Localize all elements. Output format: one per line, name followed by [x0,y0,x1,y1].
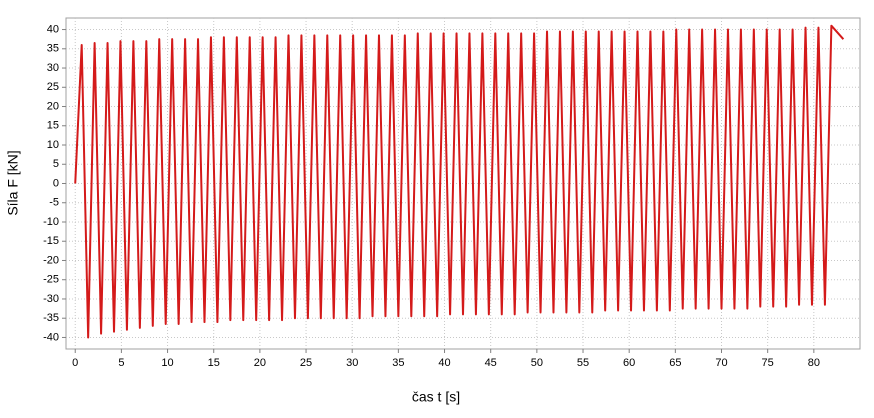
x-tick-label: 70 [715,357,727,369]
y-tick-label: -30 [43,293,59,305]
y-tick-label: -40 [43,331,59,343]
x-tick-label: 15 [208,357,220,369]
y-tick-label: 5 [53,158,59,170]
x-tick-label: 45 [485,357,497,369]
x-tick-label: 60 [623,357,635,369]
x-tick-label: 75 [762,357,774,369]
x-tick-label: 40 [438,357,450,369]
y-tick-label: 25 [47,81,59,93]
x-tick-label: 10 [161,357,173,369]
x-tick-label: 50 [531,357,543,369]
x-tick-label: 0 [72,357,78,369]
x-tick-label: 30 [346,357,358,369]
y-tick-label: -20 [43,254,59,266]
y-tick-label: 40 [47,23,59,35]
x-axis-label: čas t [s] [412,389,460,405]
y-tick-label: 35 [47,43,59,55]
data-line [74,24,845,339]
y-tick-label: 10 [47,139,59,151]
x-tick-label: 55 [577,357,589,369]
y-tick-label: 0 [53,177,59,189]
x-tick-label: 80 [808,357,820,369]
y-tick-label: -10 [43,216,59,228]
y-tick-label: 15 [47,120,59,132]
y-tick-label: 20 [47,100,59,112]
y-axis-label: Síla F [kN] [5,150,21,215]
y-tick-label: -15 [43,235,59,247]
y-tick-label: -25 [43,274,59,286]
y-tick-label: -5 [49,197,59,209]
x-tick-label: 5 [118,357,124,369]
y-tick-label: 30 [47,62,59,74]
x-tick-label: 20 [254,357,266,369]
x-tick-label: 35 [392,357,404,369]
x-tick-label: 65 [669,357,681,369]
y-tick-label: -35 [43,312,59,324]
x-tick-label: 25 [300,357,312,369]
